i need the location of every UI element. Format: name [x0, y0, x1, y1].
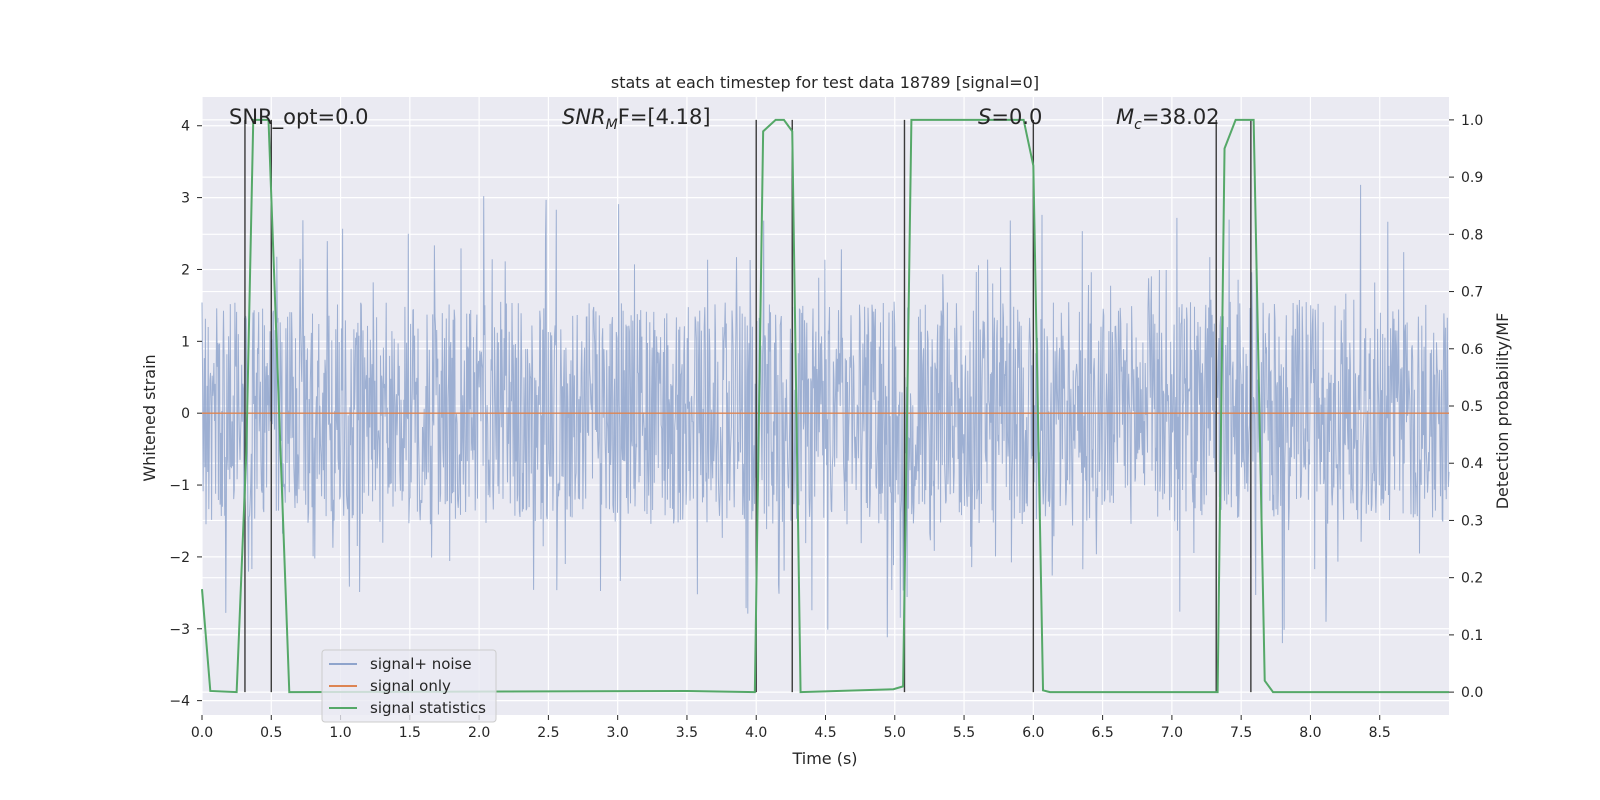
annotation-snr-opt: SNR_opt=0.0: [229, 105, 369, 130]
annotation-snr-mf-value: F=[4.18]: [618, 105, 711, 129]
x-axis-ticks: 0.0 0.5 1.0 1.5 2.0 2.5 3.0 3.5 4.0 4.5 5.0 5.5 6.0 6…: [191, 715, 1391, 741]
y-left-tick-label: 3: [181, 191, 190, 207]
y-right-tick-label: 0.7: [1461, 285, 1483, 301]
annotation-s-symbol: S: [978, 105, 991, 129]
x-tick-label: 8.0: [1299, 725, 1321, 741]
x-tick-label: 8.5: [1369, 725, 1391, 741]
x-tick-label: 1.5: [399, 725, 421, 741]
x-tick-label: 4.5: [814, 725, 836, 741]
x-tick-label: 0.5: [260, 725, 282, 741]
y-right-tick-label: 0.3: [1461, 513, 1483, 529]
y-left-tick-label: −3: [169, 622, 190, 638]
y-right-tick-label: 0.9: [1461, 170, 1483, 186]
legend-label-signal-plus-noise: signal+ noise: [370, 655, 472, 673]
y-right-axis-ticks: 1.0 0.9 0.8 0.7 0.6 0.5 0.4 0.3 0.2 0.1 0.0: [1449, 113, 1483, 701]
y-left-axis-label: Whitened strain: [140, 354, 159, 481]
y-left-tick-label: 1: [181, 334, 190, 350]
annotation-snr-mf-symbol: SNR: [562, 105, 606, 129]
annotation-snr-mf: SNRMF=[4.18]: [562, 105, 711, 133]
chart-title: stats at each timestep for test data 187…: [611, 73, 1039, 92]
annotation-s-value: =0.0: [991, 105, 1042, 129]
x-tick-label: 6.0: [1022, 725, 1044, 741]
x-tick-label: 7.5: [1230, 725, 1252, 741]
series-signal-statistics: [201, 118, 1449, 694]
x-tick-label: 4.0: [745, 725, 767, 741]
annotation-mc-value: =38.02: [1142, 105, 1220, 129]
y-left-tick-label: 4: [181, 119, 190, 135]
y-right-tick-label: 0.6: [1461, 342, 1483, 358]
y-right-tick-label: 1.0: [1461, 113, 1483, 129]
legend-label-signal-only: signal only: [370, 677, 451, 695]
y-left-tick-label: 0: [181, 406, 190, 422]
y-right-tick-label: 0.1: [1461, 628, 1483, 644]
y-left-tick-label: −1: [169, 478, 190, 494]
annotation-mc-subscript: c: [1134, 117, 1142, 133]
x-axis-label: Time (s): [791, 749, 857, 768]
y-left-tick-label: 2: [181, 262, 190, 278]
x-tick-label: 5.5: [953, 725, 975, 741]
annotation-s: S=0.0: [978, 105, 1042, 129]
x-tick-label: 2.5: [537, 725, 559, 741]
y-right-tick-label: 0.5: [1461, 399, 1483, 415]
legend-box: [321, 649, 497, 723]
x-tick-label: 0.0: [191, 725, 213, 741]
signal-statistics-line: [201, 118, 1449, 694]
x-tick-label: 3.5: [676, 725, 698, 741]
x-tick-label: 2.0: [468, 725, 490, 741]
annotation-mc-symbol: M: [1116, 105, 1134, 129]
annotation-snr-mf-subscript: M: [606, 117, 618, 133]
legend: signal+ noise signal only signal statist…: [321, 649, 497, 723]
signal-plus-noise-line: [201, 184, 1450, 644]
y-right-tick-label: 0.4: [1461, 456, 1483, 472]
x-tick-label: 7.0: [1161, 725, 1183, 741]
y-left-axis-ticks: 4 3 2 1 0 −1 −2 −3 −4: [169, 119, 202, 710]
series-signal-plus-noise: [201, 184, 1450, 644]
annotation-mc: Mc=38.02: [1116, 105, 1220, 133]
legend-label-signal-statistics: signal statistics: [370, 699, 486, 717]
x-tick-label: 1.0: [329, 725, 351, 741]
y-right-axis-label: Detection probability/MF: [1493, 313, 1512, 510]
y-right-tick-label: 0.0: [1461, 685, 1483, 701]
x-tick-label: 3.0: [607, 725, 629, 741]
annotation-snr-opt-text: SNR_opt=0.0: [229, 105, 369, 130]
y-right-tick-label: 0.8: [1461, 227, 1483, 243]
y-left-tick-label: −4: [169, 694, 190, 710]
x-tick-label: 5.0: [884, 725, 906, 741]
y-left-tick-label: −2: [169, 550, 190, 566]
x-tick-label: 6.5: [1091, 725, 1113, 741]
y-right-tick-label: 0.2: [1461, 571, 1483, 587]
